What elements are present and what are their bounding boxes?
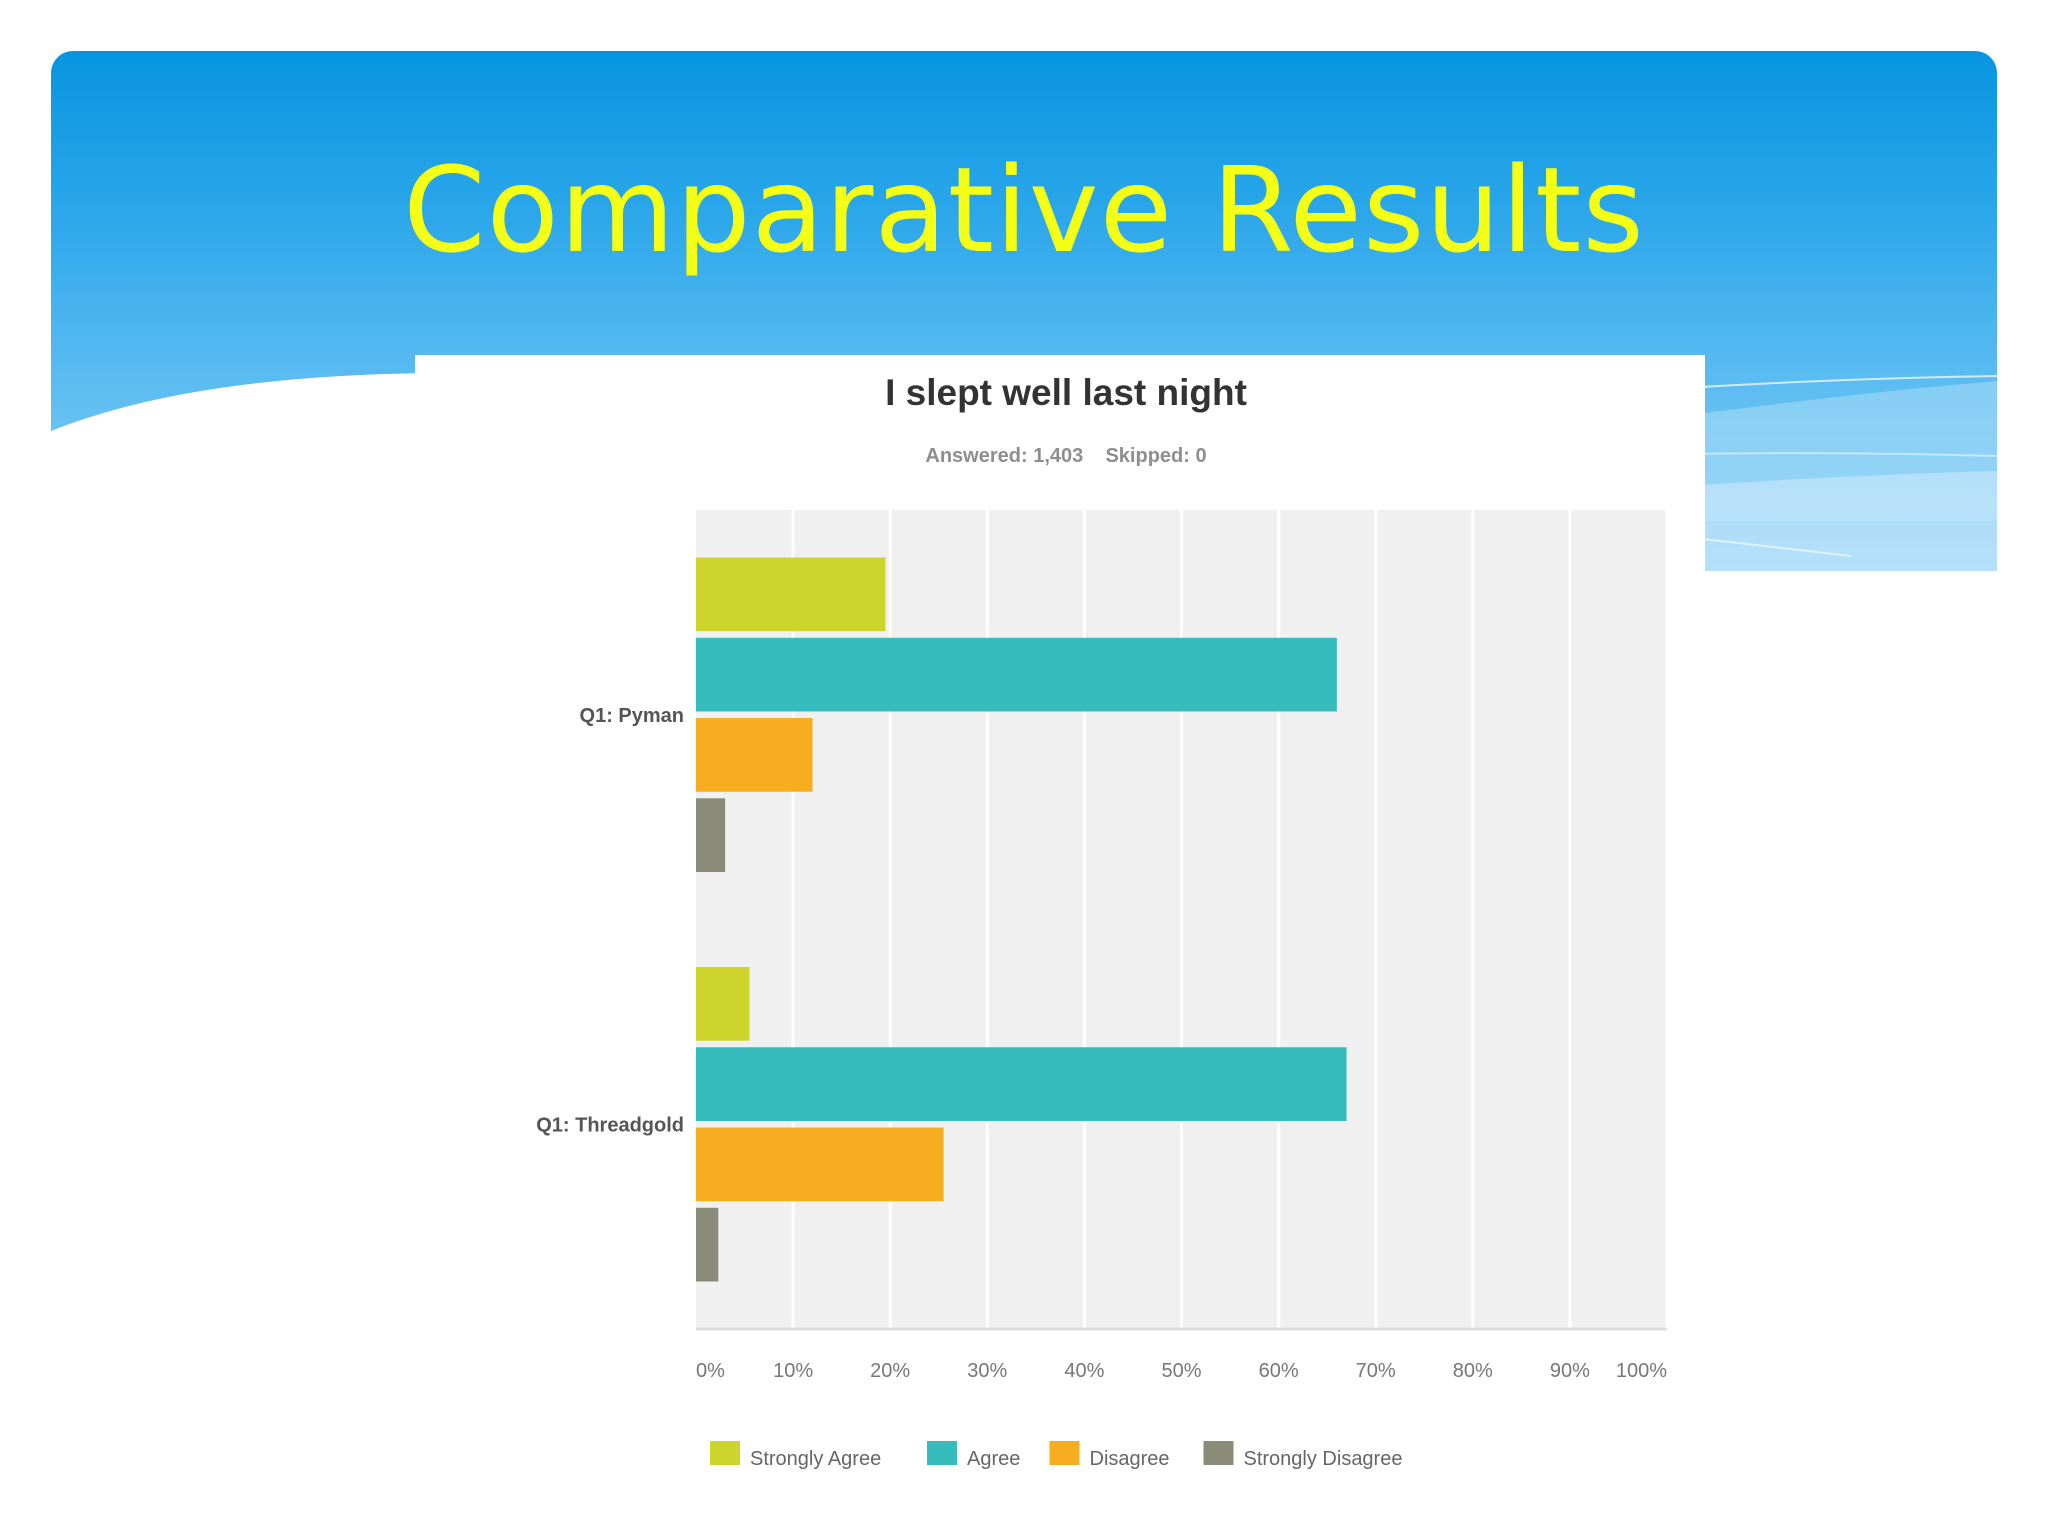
bar-disagree	[696, 718, 813, 792]
x-tick-label: 90%	[1550, 1360, 1590, 1382]
x-tick-label: 60%	[1259, 1360, 1299, 1382]
bar-disagree	[696, 1127, 944, 1202]
bars	[696, 557, 1347, 1282]
bar-strongly-agree	[696, 557, 886, 632]
legend-label: Strongly Disagree	[1244, 1448, 1403, 1470]
legend-label: Agree	[967, 1448, 1020, 1470]
category-label: Q1: Threadgold	[536, 1114, 684, 1136]
legend: Strongly Agree Agree Disagree Strongly Disa…	[710, 1441, 1402, 1470]
slide-title: Comparative Results	[403, 141, 1645, 279]
legend-label: Strongly Agree	[750, 1448, 881, 1470]
category-label: Q1: Pyman	[580, 705, 684, 727]
bar-chart: I slept well last night Answered: 1,403 …	[536, 372, 1669, 1470]
x-tick-label: 10%	[773, 1360, 813, 1382]
legend-swatch	[927, 1441, 957, 1465]
bar-strongly-disagree	[696, 798, 726, 872]
bar-agree	[696, 637, 1337, 712]
x-tick-label: 80%	[1453, 1360, 1493, 1382]
bar-strongly-agree	[696, 967, 750, 1041]
chart-title: I slept well last night	[885, 372, 1247, 413]
bar-agree	[696, 1047, 1347, 1121]
x-tick-label: 30%	[967, 1360, 1007, 1382]
chart-panel: I slept well last night Answered: 1,403 …	[415, 355, 1705, 1536]
x-tick-label: 0%	[696, 1360, 725, 1382]
x-tick-label: 40%	[1064, 1360, 1104, 1382]
category-labels: Q1: Pyman Q1: Threadgold	[536, 705, 684, 1137]
x-axis-ticks: 0% 10% 20% 30% 40% 50% 60% 70% 80% 90% 100%	[696, 1360, 1667, 1382]
legend-swatch	[1203, 1441, 1234, 1465]
bar-strongly-disagree	[696, 1207, 719, 1282]
legend-swatch	[1049, 1441, 1080, 1465]
x-tick-label: 20%	[870, 1360, 910, 1382]
chart-subtitle: Answered: 1,403 Skipped: 0	[925, 445, 1206, 467]
x-tick-label: 100%	[1616, 1360, 1667, 1382]
legend-label: Disagree	[1090, 1448, 1170, 1470]
legend-swatch	[710, 1441, 740, 1465]
x-tick-label: 50%	[1161, 1360, 1201, 1382]
x-tick-label: 70%	[1356, 1360, 1396, 1382]
